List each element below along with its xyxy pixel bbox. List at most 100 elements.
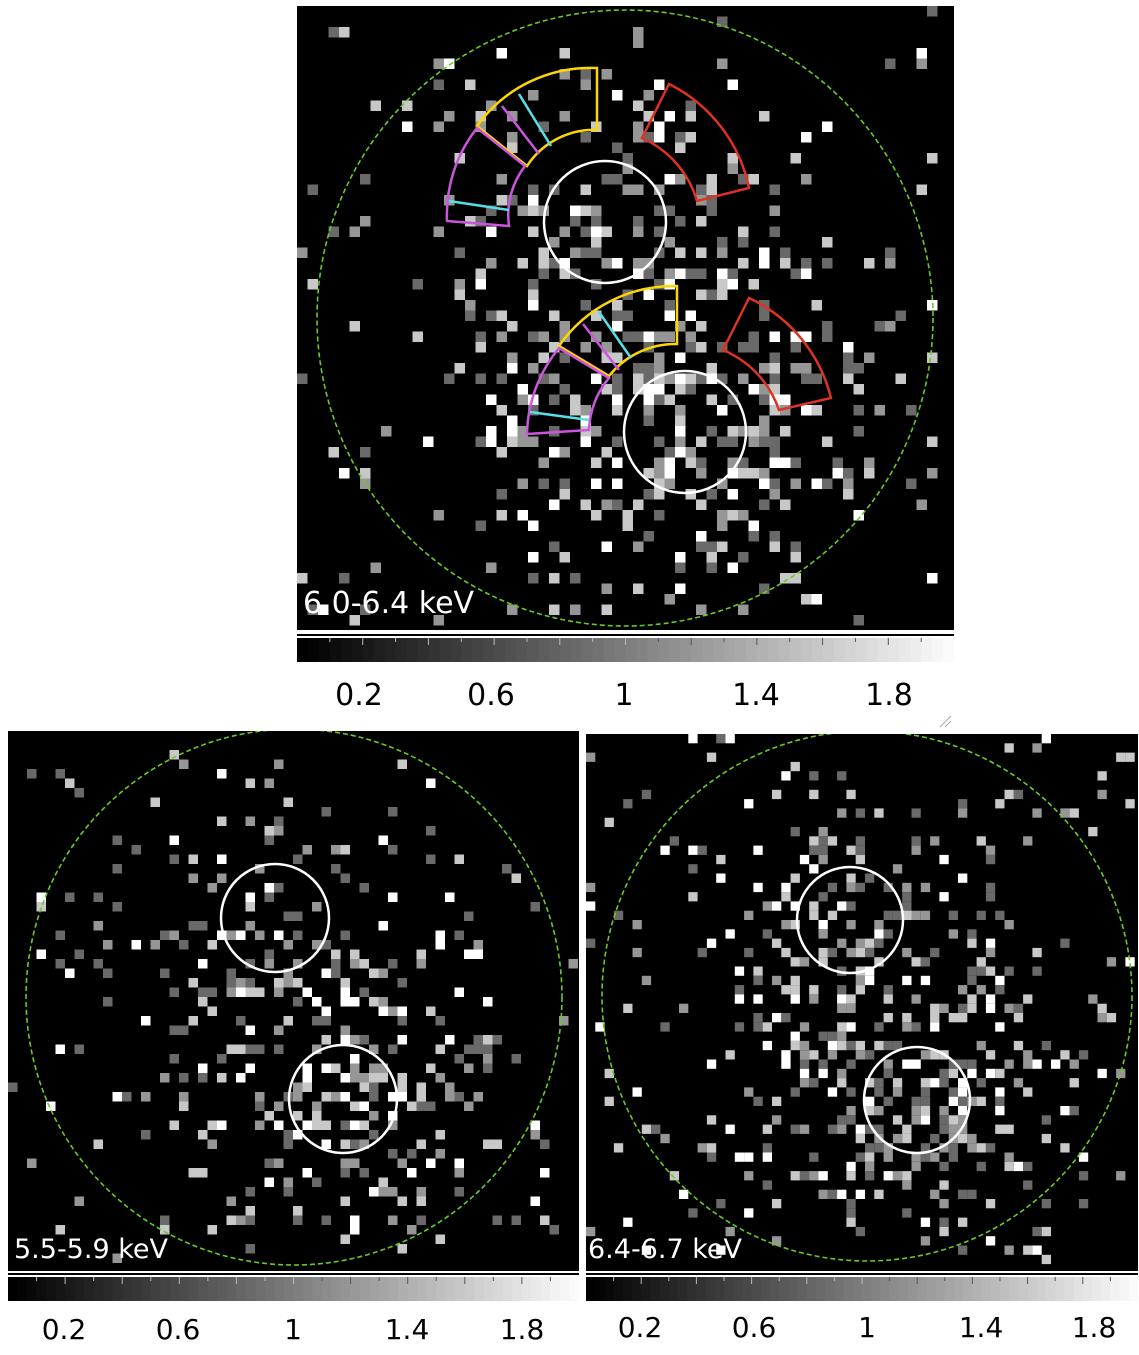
count-pixel — [549, 447, 560, 458]
colorbar-cell — [613, 1277, 624, 1301]
count-pixel — [528, 331, 539, 342]
count-pixel — [245, 1206, 255, 1216]
count-pixel — [675, 142, 686, 153]
colorbar-cell — [581, 638, 594, 662]
count-pixel — [939, 892, 949, 902]
count-pixel — [169, 1120, 179, 1130]
count-pixel — [822, 237, 833, 248]
count-pixel — [781, 920, 791, 930]
count-pixel — [112, 902, 122, 912]
count-pixel — [283, 940, 293, 950]
count-pixel — [874, 938, 884, 948]
count-pixel — [902, 1124, 912, 1134]
count-pixel — [717, 268, 728, 279]
count-pixel — [920, 1143, 931, 1153]
count-pixel — [759, 436, 770, 447]
count-pixel — [874, 1022, 884, 1032]
count-pixel — [141, 1016, 151, 1026]
count-pixel — [601, 226, 612, 237]
count-pixel — [426, 778, 436, 788]
count-pixel — [696, 541, 707, 552]
count-pixel — [696, 268, 707, 279]
count-pixel — [995, 1022, 1005, 1032]
count-pixel — [855, 1133, 865, 1144]
count-pixel — [339, 573, 350, 584]
count-pixel — [846, 920, 856, 930]
count-pixel — [809, 771, 819, 781]
count-pixel — [688, 734, 698, 744]
count-pixel — [790, 761, 800, 772]
count-pixel — [967, 966, 977, 976]
source-circle-upper — [795, 865, 905, 975]
count-pixel — [65, 778, 75, 788]
count-pixel — [837, 1022, 847, 1032]
count-pixel — [595, 1022, 605, 1032]
count-pixel — [939, 1068, 949, 1079]
count-pixel — [744, 910, 754, 920]
count-pixel — [748, 279, 759, 290]
count-pixel — [790, 363, 801, 374]
count-pixel — [388, 1044, 398, 1054]
colorbar-cell — [8, 1277, 19, 1301]
colorbar-top-svg — [297, 638, 955, 662]
count-pixel — [340, 930, 350, 940]
sector-red-lower — [721, 296, 833, 412]
count-pixel — [416, 959, 426, 969]
count-pixel — [762, 901, 772, 911]
colorbar-cell — [274, 1277, 285, 1301]
count-pixel — [885, 321, 896, 332]
resize-grip-top[interactable] — [938, 714, 952, 728]
colorbar-top-tick-3: 1.4 — [732, 678, 780, 713]
count-pixel — [753, 1096, 763, 1106]
count-pixel — [641, 1245, 652, 1255]
count-pixel — [1032, 1059, 1042, 1069]
count-pixel — [883, 1068, 893, 1079]
count-pixel — [696, 289, 707, 300]
count-pixel — [312, 1101, 322, 1111]
count-pixel — [530, 902, 540, 912]
count-pixel — [976, 966, 986, 976]
count-pixel — [293, 1082, 303, 1092]
count-pixel — [580, 205, 591, 216]
count-pixel — [892, 1133, 903, 1144]
count-pixel — [633, 363, 644, 374]
count-pixel — [706, 174, 717, 185]
count-pixel — [853, 510, 864, 521]
count-pixel — [717, 58, 728, 69]
colorbar-cell — [833, 638, 846, 662]
count-pixel — [433, 79, 444, 90]
count-pixel — [855, 882, 865, 893]
count-pixel — [1013, 1013, 1024, 1023]
count-pixel — [685, 310, 696, 321]
count-pixel — [759, 384, 770, 395]
count-pixel — [612, 142, 623, 153]
count-pixel — [865, 947, 875, 958]
count-pixel — [865, 1106, 875, 1116]
count-pixel — [643, 268, 654, 279]
count-pixel — [853, 363, 864, 374]
count-pixel — [1023, 1050, 1033, 1060]
colorbar-left-svg — [8, 1277, 580, 1301]
count-pixel — [444, 58, 455, 69]
count-pixel — [874, 1124, 884, 1134]
colorbar-cell — [1018, 1277, 1029, 1301]
colorbar-cell — [307, 638, 320, 662]
count-pixel — [397, 1016, 407, 1026]
count-pixel — [1032, 966, 1042, 976]
count-pixel — [664, 111, 675, 122]
colorbar-cell — [756, 638, 769, 662]
count-pixel — [865, 1152, 875, 1162]
count-pixel — [790, 975, 800, 986]
count-pixel — [790, 331, 801, 342]
count-pixel — [664, 373, 675, 384]
count-pixel — [511, 1054, 521, 1064]
count-pixel — [483, 1044, 493, 1054]
count-pixel — [780, 457, 791, 468]
count-pixel — [464, 1101, 474, 1111]
count-pixel — [407, 1101, 417, 1111]
count-pixel — [188, 1016, 198, 1026]
count-pixel — [790, 1124, 800, 1134]
count-pixel — [753, 882, 763, 893]
count-pixel — [612, 174, 623, 185]
count-pixel — [780, 247, 791, 258]
